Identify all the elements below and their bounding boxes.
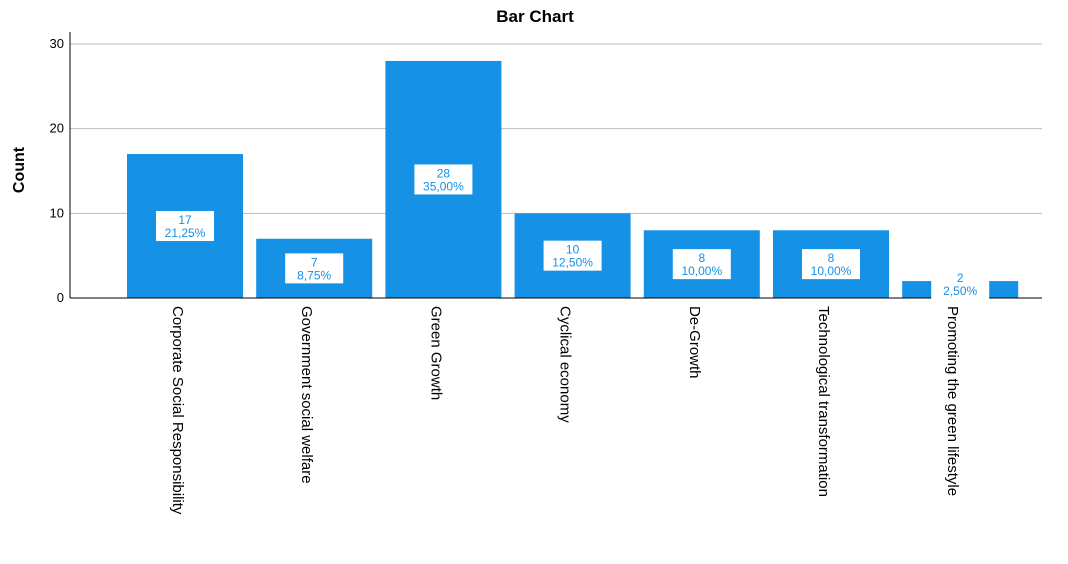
data-label-percent: 8,75%: [297, 268, 331, 282]
data-label-count: 8: [828, 251, 835, 265]
data-label-percent: 35,00%: [423, 179, 464, 193]
data-label-box: [414, 164, 473, 195]
data-label-percent: 10,00%: [681, 264, 722, 278]
data-label-count: 2: [957, 271, 964, 285]
data-label-percent: 10,00%: [811, 264, 852, 278]
chart-title: Bar Chart: [496, 7, 574, 26]
category-labels: Corporate Social Responsibility Governmen…: [169, 306, 961, 515]
data-label-box: [802, 249, 860, 280]
data-label-box: [931, 269, 990, 299]
category-label: De-Growth: [686, 306, 703, 379]
category-label: Corporate Social Responsibility: [169, 306, 186, 515]
category-label: Promoting the green lifestyle: [944, 306, 961, 496]
data-label-count: 28: [437, 166, 451, 180]
data-label-percent: 21,25%: [165, 226, 206, 240]
y-tick-label: 30: [50, 36, 64, 51]
category-label: Cyclical economy: [557, 306, 574, 423]
data-label-box: [543, 240, 602, 271]
y-tick-label: 20: [50, 121, 64, 136]
category-label: Green Growth: [427, 306, 444, 400]
data-label-count: 17: [178, 213, 192, 227]
category-label: Technological transformation: [815, 306, 832, 497]
data-label-percent: 12,50%: [552, 256, 593, 270]
data-label-box: [156, 211, 214, 242]
data-label-box: [672, 249, 731, 280]
y-axis-ticks: 0 10 20 30: [50, 36, 64, 305]
y-tick-label: 10: [50, 205, 64, 220]
data-label-box: [285, 253, 344, 284]
data-label-count: 10: [566, 243, 580, 257]
y-tick-label: 0: [57, 290, 64, 305]
category-label: Government social welfare: [298, 306, 315, 484]
data-label-percent: 2,50%: [943, 284, 977, 298]
data-label-count: 8: [698, 251, 705, 265]
y-axis-label: Count: [11, 146, 28, 193]
data-label-count: 7: [311, 255, 318, 269]
